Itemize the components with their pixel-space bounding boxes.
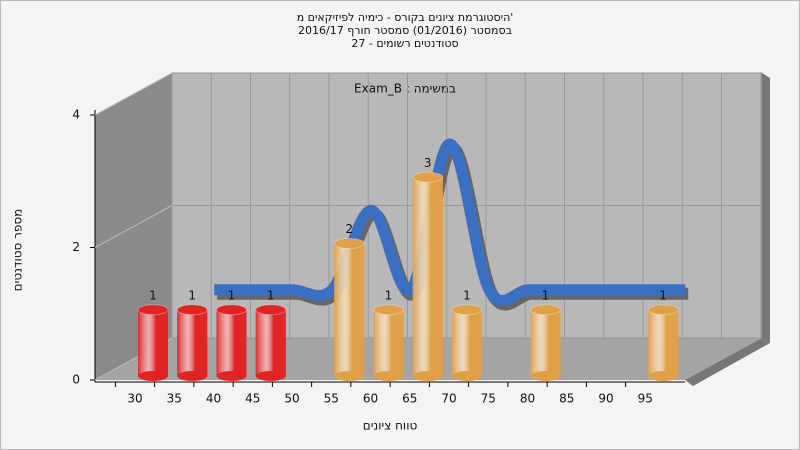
data-label: 1 bbox=[659, 288, 667, 302]
bar-top bbox=[176, 304, 208, 316]
bar-top bbox=[255, 304, 287, 316]
bar-bottom bbox=[216, 371, 247, 381]
bar-bottom bbox=[255, 371, 286, 381]
grid-line bbox=[94, 205, 173, 248]
bar-face bbox=[138, 309, 168, 376]
bar-face bbox=[648, 309, 679, 376]
x-tick-label: 65 bbox=[402, 392, 417, 406]
bar-bottom bbox=[138, 371, 168, 381]
x-tick-label: 50 bbox=[284, 392, 299, 406]
bar-face bbox=[452, 309, 482, 376]
bar-top bbox=[412, 171, 444, 183]
chart-subtitle: סטודנטים רשומים - 27 bbox=[351, 37, 458, 50]
grid-line bbox=[94, 72, 173, 116]
bar-face bbox=[412, 177, 443, 376]
data-label: 3 bbox=[424, 156, 432, 170]
bar-bottom bbox=[648, 371, 679, 381]
data-label: 1 bbox=[228, 288, 236, 302]
annotation: Exam_B : במשימה bbox=[354, 82, 456, 96]
data-label: 1 bbox=[267, 288, 275, 302]
data-label: 1 bbox=[149, 288, 157, 302]
bar-face bbox=[530, 309, 561, 376]
x-tick-label: 55 bbox=[324, 392, 339, 406]
x-tick-label: 80 bbox=[520, 392, 535, 406]
bar-bottom bbox=[177, 371, 208, 381]
x-tick-label: 40 bbox=[206, 392, 221, 406]
data-label: 1 bbox=[188, 288, 196, 302]
data-label: 2 bbox=[345, 222, 353, 236]
x-tick-label: 95 bbox=[638, 392, 653, 406]
bar-top bbox=[373, 304, 404, 316]
bar-bottom bbox=[334, 371, 365, 381]
bar-face bbox=[177, 309, 208, 376]
bar-face bbox=[255, 309, 286, 376]
y-tick-label: 2 bbox=[72, 240, 80, 254]
bar-bottom bbox=[373, 371, 404, 381]
bar-top bbox=[451, 304, 483, 316]
x-tick-label: 75 bbox=[481, 392, 496, 406]
bar-top bbox=[647, 304, 679, 316]
x-tick-label: 85 bbox=[559, 392, 574, 406]
bar-top bbox=[530, 304, 561, 316]
bar-top bbox=[137, 304, 169, 316]
bar-face bbox=[216, 309, 247, 376]
data-label: 1 bbox=[385, 288, 393, 302]
x-tick-label: 90 bbox=[598, 392, 613, 406]
y-tick-label: 4 bbox=[72, 108, 80, 122]
data-label: 1 bbox=[542, 288, 550, 302]
floor-edge bbox=[685, 338, 770, 386]
bar-bottom bbox=[530, 371, 561, 381]
wall-edge bbox=[762, 73, 770, 343]
x-tick-label: 60 bbox=[363, 392, 378, 406]
x-axis-title: טווח ציונים bbox=[363, 419, 418, 433]
data-label: 1 bbox=[463, 288, 471, 302]
trend-line bbox=[214, 138, 686, 306]
y-tick-label: 0 bbox=[72, 373, 80, 387]
bar-bottom bbox=[452, 371, 482, 381]
bar-face bbox=[334, 243, 365, 376]
y-axis-title: מספר סטודנטים bbox=[11, 209, 25, 292]
x-tick-label: 45 bbox=[245, 392, 260, 406]
x-tick-label: 30 bbox=[127, 392, 142, 406]
x-tick-label: 70 bbox=[441, 392, 456, 406]
bar-face bbox=[373, 309, 404, 376]
chart-title: היסטוגרמת ציונים בקורס - כימיה לפיזיקאים… bbox=[297, 11, 514, 24]
x-tick-label: 35 bbox=[167, 392, 182, 406]
bar-top bbox=[216, 304, 247, 316]
bar-bottom bbox=[412, 371, 443, 381]
bar-top bbox=[333, 238, 365, 249]
chart-subtitle: בסמסטר (01/2016) סמסטר חורף 2016/17 bbox=[298, 24, 512, 37]
